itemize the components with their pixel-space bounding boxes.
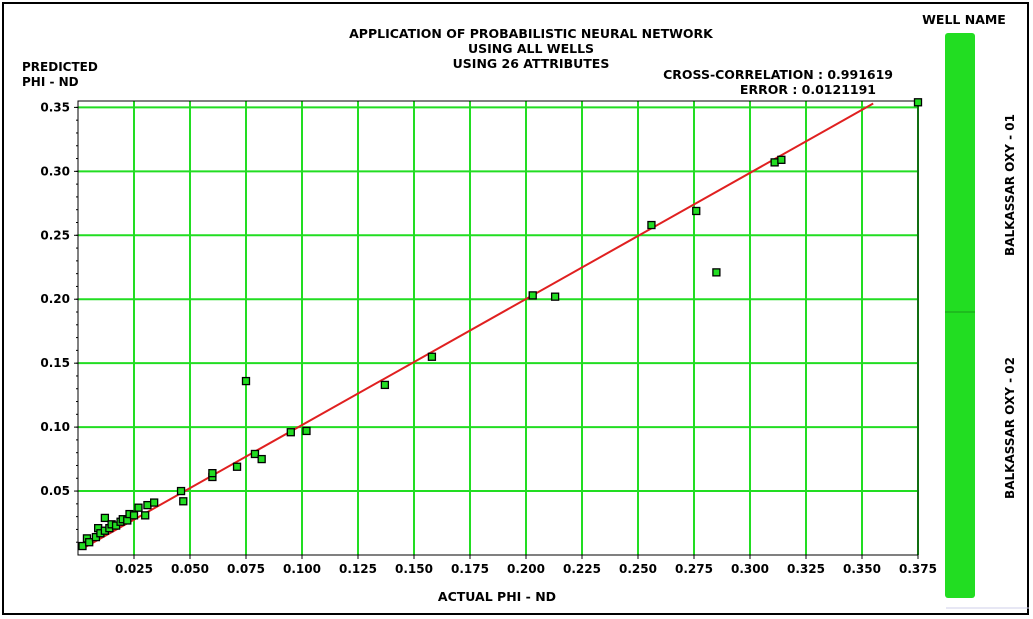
- data-point: [150, 498, 159, 507]
- fit-line-layer: [81, 102, 874, 550]
- y-tick-label: 0.25: [40, 228, 70, 242]
- y-tick-label: 0.30: [40, 164, 70, 178]
- y-axis-label-line1: PREDICTED: [22, 60, 98, 74]
- x-tick-label: 0.200: [507, 562, 545, 576]
- data-point: [550, 292, 560, 301]
- x-tick-label: 0.275: [675, 562, 713, 576]
- x-tick-label: 0.175: [451, 562, 489, 576]
- data-point: [380, 380, 390, 390]
- data-point: [257, 454, 266, 464]
- data-point: [647, 220, 656, 230]
- data-point: [427, 352, 437, 361]
- data-point: [286, 428, 295, 437]
- cross-correlation-annotation: CROSS-CORRELATION : 0.991619: [663, 67, 893, 82]
- data-point: [692, 206, 701, 216]
- data-point: [241, 376, 251, 386]
- y-tick-label: 0.35: [40, 100, 70, 114]
- x-tick-label: 0.150: [395, 562, 433, 576]
- data-points: [78, 98, 923, 551]
- x-tick-label: 0.075: [227, 562, 265, 576]
- data-point: [78, 541, 87, 551]
- x-tick-label: 0.350: [843, 562, 881, 576]
- x-tick-label: 0.050: [171, 562, 209, 576]
- axis-ticks: 0.025 0.050 0.075 0.100 0.125 0.150 0.175 0.200…: [40, 100, 937, 576]
- data-point: [176, 486, 186, 496]
- error-annotation: ERROR : 0.0121191: [740, 82, 876, 97]
- x-tick-label: 0.375: [899, 562, 937, 576]
- legend-item-balkassar-oxy-02: BALKASSAR OXY - 02: [1003, 357, 1017, 499]
- chart-subtitle-2: USING 26 ATTRIBUTES: [453, 56, 610, 71]
- chart-subtitle-1: USING ALL WELLS: [468, 41, 594, 56]
- x-axis-label: ACTUAL PHI - ND: [438, 589, 556, 604]
- data-point: [913, 98, 923, 107]
- chart-title: APPLICATION OF PROBABILISTIC NEURAL NETW…: [349, 26, 714, 41]
- y-axis-label-line2: PHI - ND: [22, 75, 79, 89]
- legend-color-bar: [945, 33, 975, 598]
- data-point: [208, 469, 217, 478]
- x-tick-label: 0.250: [619, 562, 657, 576]
- data-point: [141, 511, 150, 520]
- data-point: [250, 449, 260, 459]
- data-point: [777, 155, 786, 164]
- y-tick-label: 0.05: [40, 484, 70, 498]
- data-point: [528, 291, 537, 300]
- data-point: [179, 497, 188, 506]
- grid-lines: [78, 101, 919, 555]
- data-point: [232, 462, 242, 471]
- data-point: [100, 513, 110, 523]
- x-tick-label: 0.300: [731, 562, 769, 576]
- x-tick-label: 0.125: [339, 562, 377, 576]
- x-tick-label: 0.225: [563, 562, 601, 576]
- legend-title: WELL NAME: [922, 12, 1006, 27]
- x-tick-label: 0.325: [787, 562, 825, 576]
- data-point: [85, 538, 94, 547]
- x-tick-label: 0.025: [115, 562, 153, 576]
- fit-line: [81, 102, 874, 550]
- data-point: [712, 268, 721, 277]
- data-point: [129, 511, 139, 520]
- data-point: [770, 158, 779, 167]
- x-tick-label: 0.100: [283, 562, 321, 576]
- data-point: [143, 500, 152, 510]
- y-tick-label: 0.20: [40, 292, 70, 306]
- data-point: [302, 426, 311, 436]
- data-point: [134, 503, 143, 512]
- plot-border: [77, 100, 919, 556]
- y-tick-label: 0.15: [40, 356, 70, 370]
- legend-item-balkassar-oxy-01: BALKASSAR OXY - 01: [1003, 114, 1017, 256]
- y-tick-label: 0.10: [40, 420, 70, 434]
